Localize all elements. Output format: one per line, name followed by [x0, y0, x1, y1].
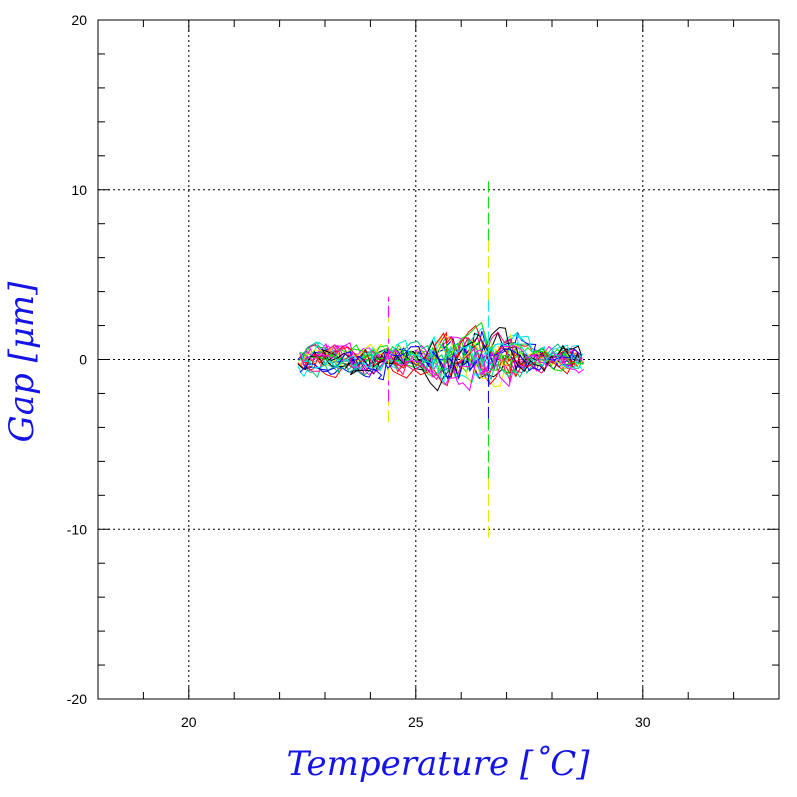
x-tick-label: 20 — [181, 714, 197, 730]
y-axis-title: Gap [μm] — [2, 281, 42, 443]
y-tick-label: 20 — [71, 12, 87, 28]
x-tick-labels: 20 25 30 — [181, 714, 651, 730]
data-series-line — [300, 339, 582, 386]
x-axis-title: Temperature [˚C] — [286, 744, 590, 784]
data-series-line — [303, 342, 584, 386]
y-tick-label: -10 — [67, 521, 87, 537]
x-tick-label: 25 — [408, 714, 424, 730]
y-tick-labels: 20 10 0 -10 -20 — [67, 12, 87, 707]
data-series-line — [299, 344, 583, 381]
data-series — [297, 181, 585, 538]
y-tick-label: 10 — [71, 182, 87, 198]
y-tick-label: -20 — [67, 691, 87, 707]
y-tick-label: 0 — [79, 352, 87, 368]
data-series-line — [302, 342, 584, 392]
data-series-line — [304, 340, 584, 381]
plot-frame — [97, 19, 780, 700]
x-tick-label: 30 — [635, 714, 651, 730]
data-series-line — [297, 326, 581, 378]
